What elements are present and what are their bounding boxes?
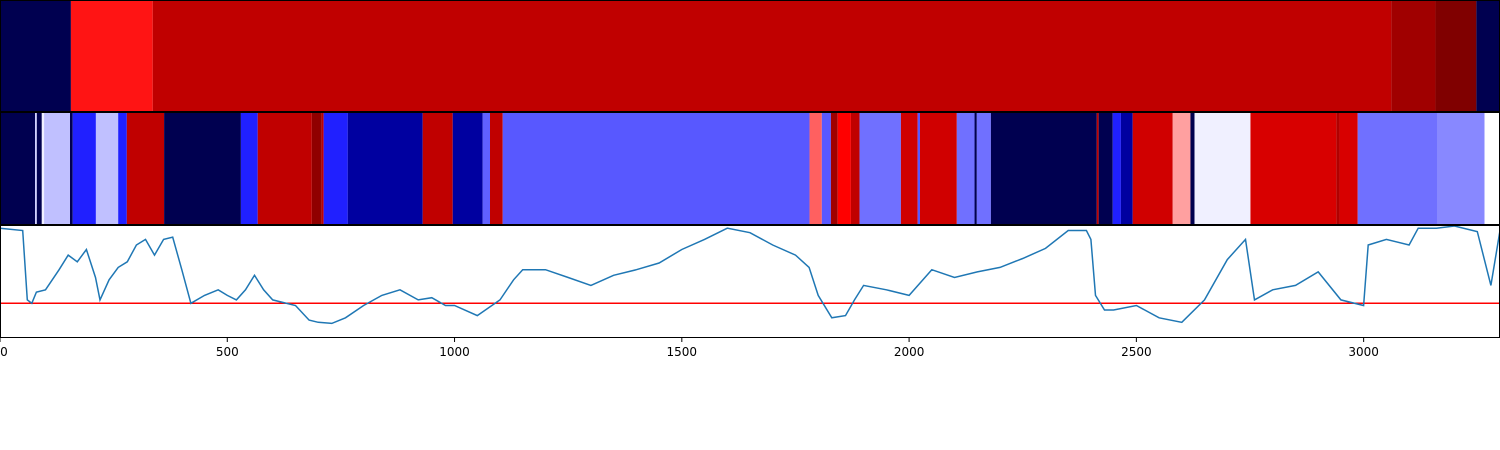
segment: [917, 113, 920, 225]
segment: [1098, 113, 1113, 225]
segment: [452, 113, 483, 225]
segment: [1132, 113, 1173, 225]
segment: [850, 113, 860, 225]
segment: [976, 113, 991, 225]
segment: [164, 113, 241, 225]
segment: [1484, 113, 1500, 225]
segment: [1476, 1, 1500, 112]
segment: [1172, 113, 1191, 225]
segment: [44, 113, 70, 225]
segment: [1250, 113, 1337, 225]
segment: [347, 113, 423, 225]
x-tick-label: 1000: [439, 345, 470, 359]
segment: [830, 113, 838, 225]
segment: [1357, 113, 1438, 225]
segment: [0, 113, 35, 225]
segment: [1190, 113, 1195, 225]
segment: [502, 113, 810, 225]
segment: [95, 113, 119, 225]
data-line: [0, 225, 1500, 325]
segment: [1339, 113, 1358, 225]
segment: [41, 113, 45, 225]
segment: [1120, 113, 1133, 225]
segment: [70, 1, 153, 112]
segment: [809, 113, 822, 225]
panel-frame: [0, 225, 1500, 338]
segment: [118, 113, 127, 225]
segment: [72, 113, 96, 225]
segment: [482, 113, 490, 225]
x-tick-label: 1500: [667, 345, 698, 359]
segment: [35, 113, 37, 225]
segment: [1435, 1, 1477, 112]
segment: [1194, 113, 1251, 225]
segment: [257, 113, 312, 225]
segment: [990, 113, 1097, 225]
segment: [1112, 113, 1121, 225]
segment: [1437, 113, 1485, 225]
x-tick-label: 500: [216, 345, 239, 359]
segment: [920, 113, 957, 225]
segment: [323, 113, 348, 225]
segment: [422, 113, 453, 225]
segment: [1096, 113, 1099, 225]
segment: [126, 113, 165, 225]
segment: [321, 113, 324, 225]
x-tick-label: 2000: [894, 345, 925, 359]
x-tick-label: 2500: [1121, 345, 1152, 359]
segment: [1391, 1, 1436, 112]
x-tick-label: 3000: [1348, 345, 1379, 359]
segment: [0, 1, 71, 112]
segment: [240, 113, 258, 225]
x-tick-label: 0: [0, 345, 8, 359]
segment: [974, 113, 977, 225]
segment: [70, 113, 73, 225]
segment: [36, 113, 42, 225]
segment: [821, 113, 831, 225]
segment: [859, 113, 901, 225]
segment: [837, 113, 851, 225]
segment: [900, 113, 918, 225]
segment: [311, 113, 322, 225]
segment: [490, 113, 503, 225]
segment: [1336, 113, 1340, 225]
segment: [956, 113, 975, 225]
segment: [152, 1, 1392, 112]
